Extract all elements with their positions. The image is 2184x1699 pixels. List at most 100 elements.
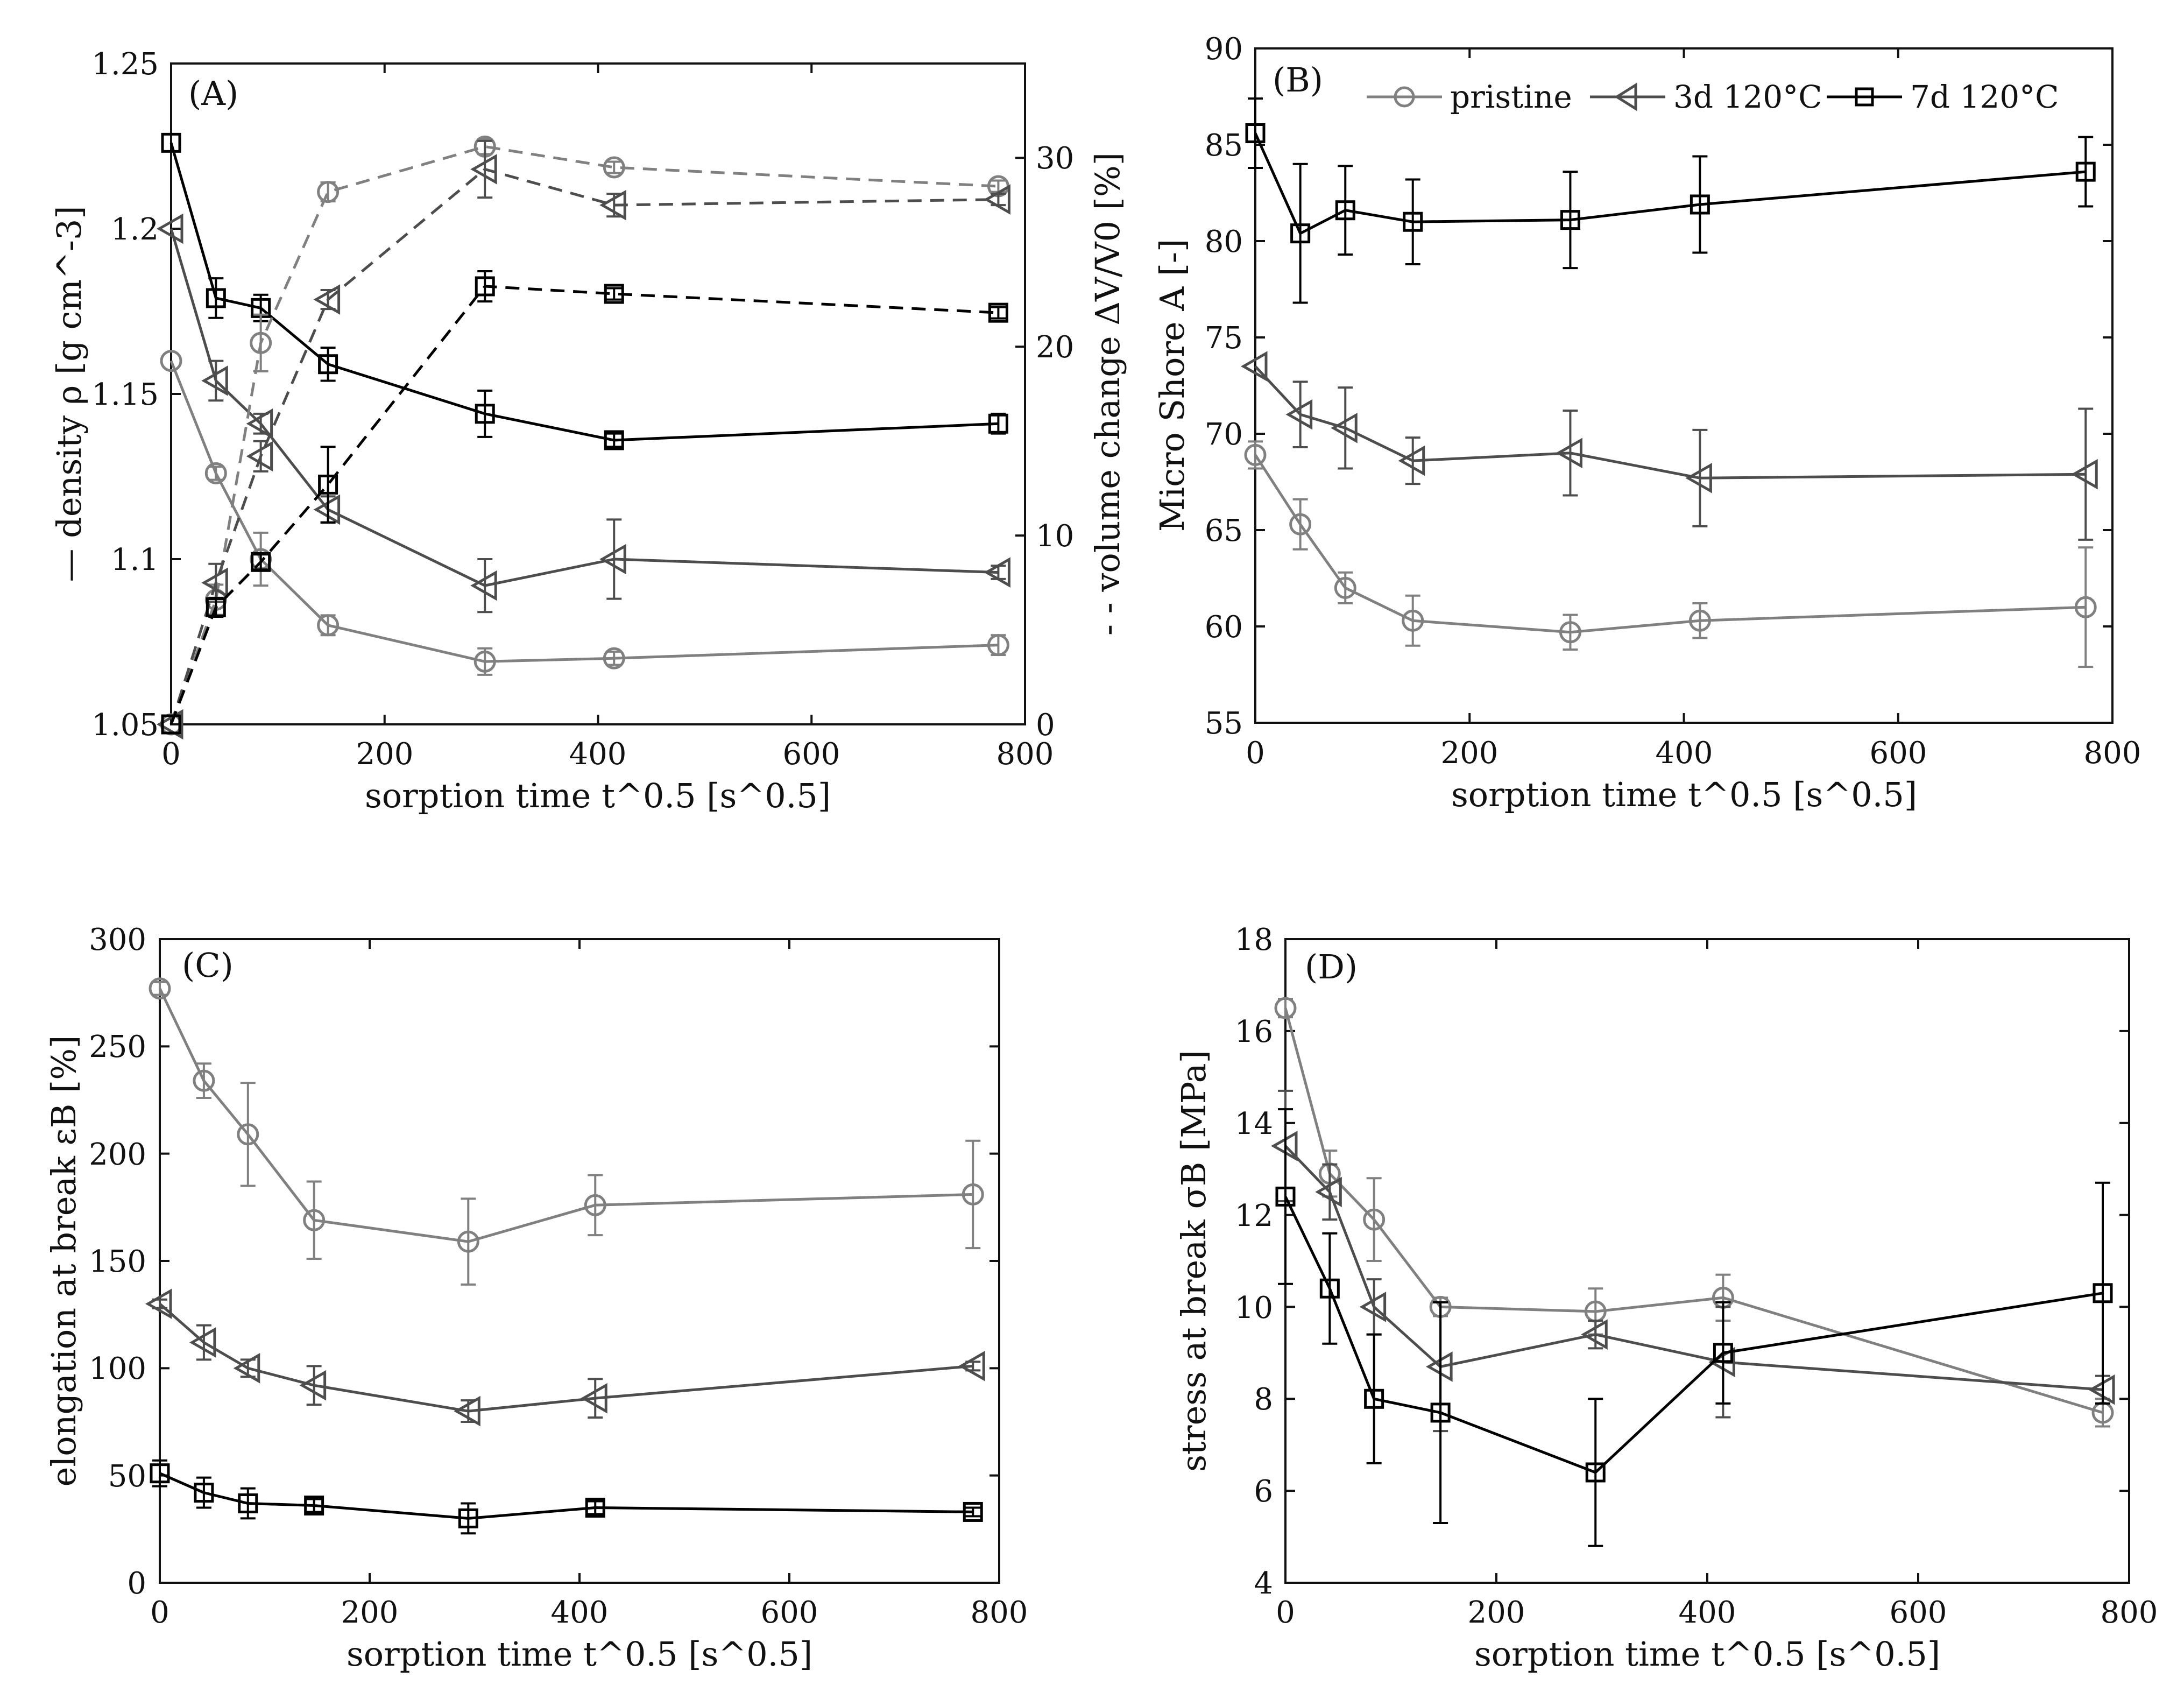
panel-d-point-3d-120c	[1315, 1176, 1342, 1208]
panel-c-point-pristine	[303, 1209, 326, 1231]
panel-c-ytick: 150	[89, 1244, 146, 1279]
panel-b-ytick: 85	[1205, 128, 1243, 163]
panel-b-point-pristine	[1559, 621, 1581, 644]
panel-a-point-pristine-density	[603, 647, 625, 669]
panel-b-ytick: 60	[1205, 610, 1243, 645]
panel-d-point-7d-120c	[1275, 1186, 1296, 1207]
panel-a-point-3d-120c-density	[201, 365, 228, 396]
panel-b-point-pristine	[1289, 513, 1312, 535]
panel-d-xlabel: sorption time t^0.5 [s^0.5]	[1474, 1634, 1940, 1674]
panel-a-point-7d-120c-density	[604, 430, 624, 450]
panel-a-point-pristine-density	[473, 650, 496, 673]
panel-b-point-pristine	[1402, 609, 1424, 632]
panel-c-ytick: 250	[89, 1030, 146, 1064]
panel-d-ytick: 18	[1235, 922, 1273, 957]
panel-a-point-7d-120c-volume-change	[251, 552, 271, 572]
panel-a-point-3d-120c-volume-change	[313, 284, 341, 315]
panel-a-ytick-right: 10	[1036, 519, 1074, 554]
legend-marker-pristine	[1394, 86, 1415, 108]
panel-c-ytick: 0	[127, 1566, 146, 1601]
panel-c: (C) 0 200 400 600 800 0 50 100 150 200 2…	[44, 922, 1028, 1674]
panel-a-point-7d-120c-volume-change	[206, 597, 226, 617]
panel-c-point-7d-120c	[238, 1493, 258, 1513]
legend-label-pristine: pristine	[1450, 79, 1572, 115]
panel-a-point-7d-120c-density	[161, 132, 181, 153]
panel-b-point-pristine	[1688, 609, 1711, 632]
panel-d-point-7d-120c	[1713, 1343, 1733, 1363]
panel-a-series-line-3d-120c-volume-change	[169, 167, 999, 725]
panel-a-ylabel: — density ρ [g cm^-3]	[50, 206, 89, 582]
panel-c-point-3d-120c	[299, 1370, 327, 1401]
panel-b-ytick: 75	[1205, 321, 1243, 356]
legend-marker-3d	[1614, 82, 1637, 111]
panel-a-point-7d-120c-volume-change	[475, 276, 495, 297]
panel-c-point-3d-120c	[454, 1395, 480, 1427]
panel-a-point-pristine-density	[204, 462, 227, 484]
panel-a-point-7d-120c-volume-change	[988, 302, 1008, 323]
panel-b-series-line-pristine	[1254, 454, 2086, 634]
panel-b-ytick: 90	[1205, 32, 1243, 67]
panel-c-point-3d-120c	[958, 1351, 985, 1381]
panel-a-label: (A)	[188, 74, 238, 113]
panel-a-series-line-3d-120c-density	[169, 228, 999, 587]
panel-a-ytick: 1.2	[111, 212, 159, 247]
panel-c-series-line-3d-120c	[159, 1302, 973, 1413]
panel-c-point-pristine	[149, 977, 171, 1000]
panel-c-point-pristine	[237, 1123, 259, 1146]
panel-c-xtick: 600	[761, 1595, 818, 1630]
panel-a-xtick: 800	[996, 737, 1054, 772]
panel-a-frame	[170, 62, 1026, 725]
panel-c-frame	[159, 938, 1000, 1584]
panel-c-ylabel: elongation at break εB [%]	[44, 1035, 83, 1487]
panel-d-xtick: 400	[1679, 1595, 1736, 1630]
panel-c-xtick: 800	[971, 1595, 1028, 1630]
panel-b-xtick: 600	[1870, 736, 1927, 771]
panel-b-series-line-7d-120c	[1254, 132, 2086, 236]
panel-d-series-line-7d-120c	[1284, 1196, 2103, 1474]
panel-b-point-pristine	[1244, 443, 1267, 466]
panel-a-ytick-right: 20	[1036, 330, 1074, 365]
panel-c-point-pristine	[193, 1069, 215, 1092]
panel-c-point-7d-120c	[585, 1497, 605, 1518]
panel-b: (B) 0 200 400 600 800 55 60 65 70 75 80 …	[1153, 32, 2141, 814]
panel-d-ytick: 14	[1235, 1106, 1273, 1141]
panel-d-xtick: 800	[2101, 1595, 2158, 1630]
panel-d-point-7d-120c	[1319, 1278, 1340, 1299]
panel-c-xtick: 200	[341, 1595, 399, 1630]
panel-c-point-3d-120c	[189, 1327, 216, 1358]
panel-c-point-3d-120c	[145, 1288, 172, 1320]
panel-d-point-7d-120c	[1430, 1402, 1451, 1423]
panel-d-point-3d-120c	[1359, 1292, 1387, 1322]
panel-b-point-7d-120c	[2075, 161, 2096, 182]
panel-c-xtick: 0	[150, 1595, 169, 1630]
panel-a-point-3d-120c-volume-change	[984, 184, 1010, 215]
panel-a-point-pristine-density	[317, 614, 340, 637]
panel-a-point-3d-120c-density	[984, 557, 1010, 588]
panel-a-ytick: 1.15	[91, 377, 159, 412]
panel-c-ytick: 100	[89, 1351, 146, 1386]
panel-c-ytick: 50	[108, 1459, 146, 1494]
panel-b-point-7d-120c	[1335, 200, 1355, 221]
panel-b-label: (B)	[1273, 60, 1323, 100]
panel-b-ytick: 55	[1205, 706, 1243, 741]
panel-c-label: (C)	[182, 946, 234, 985]
panel-d-point-3d-120c	[1581, 1319, 1608, 1350]
panel-b-ylabel: Micro Shore A [-]	[1153, 239, 1192, 532]
panel-a-point-7d-120c-volume-change	[161, 714, 181, 735]
panel-c-xlabel: sorption time t^0.5 [s^0.5]	[347, 1634, 812, 1674]
panel-a-point-7d-120c-volume-change	[604, 284, 624, 304]
panel-c-point-pristine	[457, 1230, 479, 1253]
legend-label-3d: 3d 120°C	[1673, 79, 1822, 115]
panel-a-point-3d-120c-density	[156, 213, 183, 244]
panel-d-ytick: 16	[1235, 1014, 1273, 1049]
panel-a-point-7d-120c-density	[475, 404, 495, 424]
panel-b-point-3d-120c	[1240, 351, 1268, 382]
panel-c-point-7d-120c	[304, 1495, 324, 1515]
panel-b-point-7d-120c	[1290, 223, 1311, 244]
panel-c-point-3d-120c	[581, 1383, 607, 1414]
panel-d-point-pristine	[1363, 1208, 1386, 1231]
panel-a-point-3d-120c-volume-change	[201, 567, 228, 598]
panel-b-xlabel: sorption time t^0.5 [s^0.5]	[1451, 775, 1917, 814]
panel-d-ytick: 6	[1254, 1474, 1273, 1509]
panel-a-point-3d-120c-volume-change	[599, 189, 626, 221]
